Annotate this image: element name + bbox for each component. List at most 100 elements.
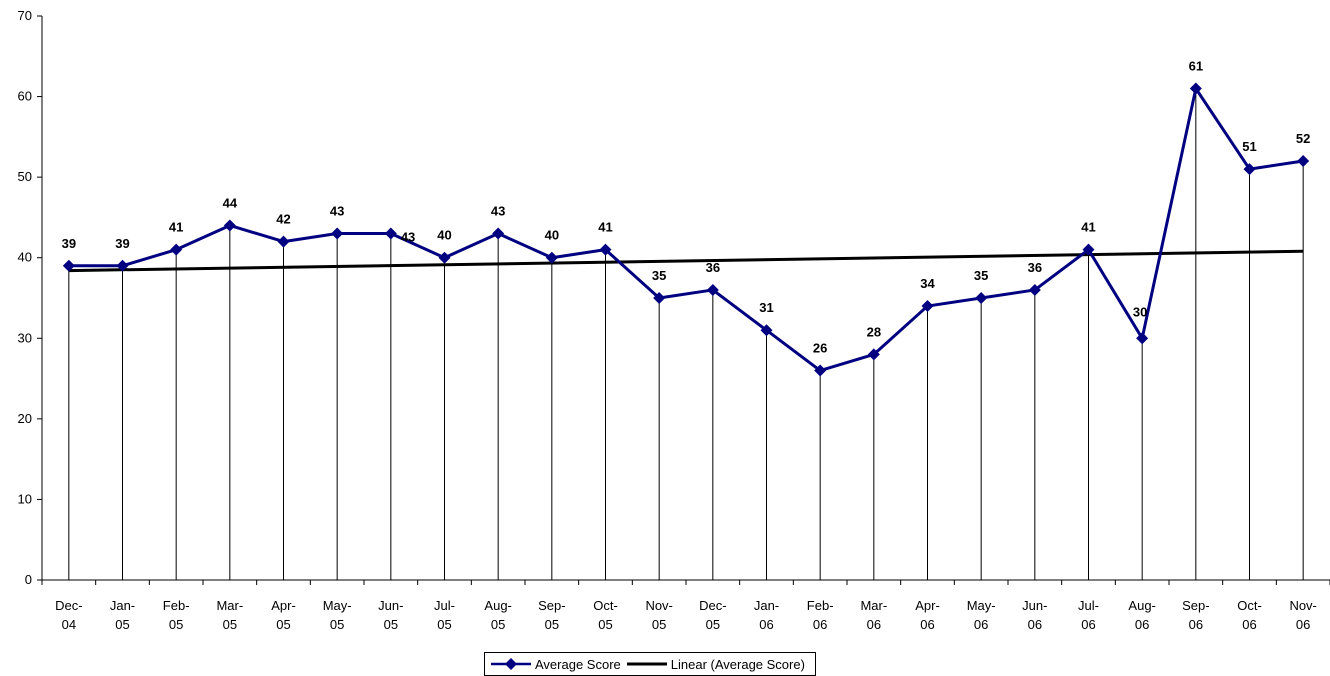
- data-point-marker: [867, 348, 880, 361]
- data-point-marker: [438, 251, 451, 264]
- x-tick-label: Jun- 06: [1022, 598, 1047, 632]
- data-label: 41: [598, 220, 612, 235]
- x-tick-label-month: Sep-: [1182, 598, 1209, 613]
- data-point-marker: [760, 324, 773, 337]
- data-point-marker: [545, 251, 558, 264]
- data-label: 61: [1189, 59, 1203, 74]
- x-tick-label: Oct- 05: [593, 598, 618, 632]
- legend-line-icon: [626, 662, 667, 666]
- data-point-marker: [277, 235, 290, 248]
- x-tick-label-year: 06: [1081, 617, 1095, 632]
- x-tick-label-year: 06: [1242, 617, 1256, 632]
- x-tick-label-month: Nov-: [1289, 598, 1316, 613]
- x-tick-label-year: 05: [384, 617, 398, 632]
- x-tick-label: Jul- 05: [434, 598, 455, 632]
- x-tick-label-year: 06: [1296, 617, 1310, 632]
- x-tick-label-month: Jun-: [378, 598, 403, 613]
- data-point-marker: [1189, 82, 1202, 95]
- x-tick-label-year: 05: [491, 617, 505, 632]
- data-label: 30: [1133, 304, 1147, 319]
- x-tick-label-month: Jun-: [1022, 598, 1047, 613]
- x-tick-label-month: Oct-: [1237, 598, 1262, 613]
- data-label: 41: [1081, 220, 1095, 235]
- x-tick-label-month: Sep-: [538, 598, 565, 613]
- x-tick-label-year: 04: [62, 617, 76, 632]
- legend: Average Score Linear (Average Score): [484, 652, 816, 676]
- x-tick-label-month: Dec-: [699, 598, 726, 613]
- x-tick-label-year: 06: [1189, 617, 1203, 632]
- x-tick-label: Jul- 06: [1078, 598, 1099, 632]
- x-tick-label-year: 05: [223, 617, 237, 632]
- y-tick-label: 60: [18, 89, 32, 104]
- data-point-marker: [62, 259, 75, 272]
- series-layer: [62, 82, 1310, 377]
- x-tick-label-month: Apr-: [271, 598, 296, 613]
- x-tick-label-year: 05: [169, 617, 183, 632]
- legend-label-average-score: Average Score: [535, 656, 621, 672]
- x-tick-label-year: 05: [652, 617, 666, 632]
- x-tick-label: Sep- 05: [538, 598, 565, 632]
- x-tick-label: Feb- 05: [163, 598, 190, 632]
- data-label: 43: [491, 204, 505, 219]
- x-tick-label-year: 06: [759, 617, 773, 632]
- x-tick-label-year: 06: [813, 617, 827, 632]
- x-tick-label-month: Aug-: [484, 598, 511, 613]
- trendline-layer: [68, 249, 1304, 273]
- data-label: 28: [867, 324, 881, 339]
- x-tick-label: Mar- 05: [216, 598, 243, 632]
- x-tick-label-year: 05: [330, 617, 344, 632]
- data-point-marker: [116, 259, 129, 272]
- series-line-average-score: [68, 87, 1304, 373]
- trendline: [68, 249, 1304, 273]
- x-tick-label-year: 05: [437, 617, 451, 632]
- data-point-marker: [975, 292, 988, 304]
- y-tick-label: 0: [25, 572, 32, 587]
- data-point-marker: [1028, 283, 1041, 296]
- x-tick-label-month: Aug-: [1128, 598, 1155, 613]
- legend-label-linear: Linear (Average Score): [670, 656, 805, 672]
- x-tick-label: Aug- 05: [484, 598, 511, 632]
- x-tick-label: May- 05: [323, 598, 352, 632]
- legend-marker-diamond-icon: [491, 658, 531, 670]
- data-label: 51: [1242, 139, 1256, 154]
- x-tick-label: Apr- 06: [915, 598, 940, 632]
- x-tick-label-year: 06: [920, 617, 934, 632]
- x-tick-label: Mar- 06: [860, 598, 887, 632]
- y-tick-label: 70: [18, 8, 32, 23]
- x-tick-label-month: Jan-: [110, 598, 135, 613]
- x-tick-label-year: 06: [1135, 617, 1149, 632]
- data-label: 31: [759, 300, 773, 315]
- x-tick-label: Feb- 06: [807, 598, 834, 632]
- data-point-marker: [170, 243, 183, 256]
- legend-item-average-score: Average Score: [489, 657, 621, 672]
- data-point-marker: [384, 227, 397, 240]
- y-tick-label: 40: [18, 250, 32, 265]
- x-tick-label-year: 05: [706, 617, 720, 632]
- x-tick-label-month: Feb-: [163, 598, 190, 613]
- data-point-marker: [1082, 243, 1095, 256]
- x-tick-label: Oct- 06: [1237, 598, 1262, 632]
- x-axis: Dec-04Jan-05Feb-05Mar-05Apr-05May-05Jun-…: [41, 579, 1330, 632]
- data-label: 52: [1296, 131, 1310, 146]
- data-label: 35: [652, 268, 666, 283]
- x-tick-label-month: Dec-: [55, 598, 82, 613]
- data-point-marker: [1297, 155, 1310, 168]
- data-point-marker: [1243, 163, 1256, 176]
- data-label: 36: [1028, 260, 1042, 275]
- x-tick-label: Dec- 04: [55, 598, 82, 632]
- drop-lines: [68, 88, 1304, 580]
- x-tick-label-month: Jan-: [754, 598, 779, 613]
- data-point-marker: [331, 227, 344, 240]
- x-tick-label-month: Jul-: [1078, 598, 1099, 613]
- data-label: 39: [115, 236, 129, 251]
- data-label: 36: [706, 260, 720, 275]
- y-axis: 0 10 20 30 40 50 60 70: [18, 8, 43, 587]
- x-tick-label: Jan- 06: [754, 598, 779, 632]
- data-labels: 39 39 41 44 42 43 43 40 43 40 41 35 36 31 26 28 34 35 36 41…: [62, 59, 1311, 356]
- data-label: 43: [401, 230, 415, 245]
- x-tick-label: Apr- 05: [271, 598, 296, 632]
- data-label: 42: [276, 212, 290, 227]
- data-label: 44: [223, 195, 238, 210]
- x-tick-label: Nov- 06: [1289, 598, 1316, 632]
- x-tick-label-year: 06: [1028, 617, 1042, 632]
